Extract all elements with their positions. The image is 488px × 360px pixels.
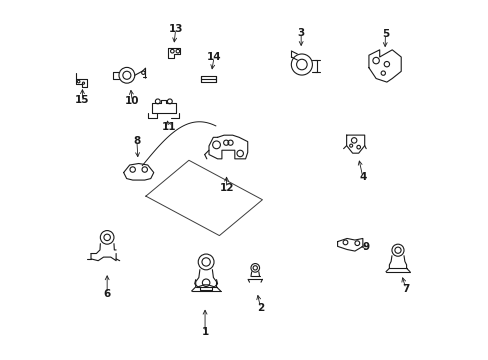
Bar (201, 76, 216, 82)
Text: 4: 4 (358, 172, 366, 182)
Text: 10: 10 (125, 96, 139, 106)
Text: 2: 2 (257, 303, 264, 313)
Text: 7: 7 (401, 284, 409, 294)
Text: 8: 8 (133, 136, 140, 146)
Text: 13: 13 (168, 24, 183, 35)
Text: 6: 6 (103, 289, 111, 299)
Text: 14: 14 (206, 52, 221, 62)
Text: 5: 5 (381, 29, 388, 39)
Text: 1: 1 (201, 327, 208, 337)
Text: 9: 9 (362, 242, 368, 252)
Text: 12: 12 (219, 183, 233, 193)
Text: 11: 11 (162, 122, 176, 132)
Text: 3: 3 (297, 28, 304, 38)
Text: 15: 15 (75, 95, 89, 105)
